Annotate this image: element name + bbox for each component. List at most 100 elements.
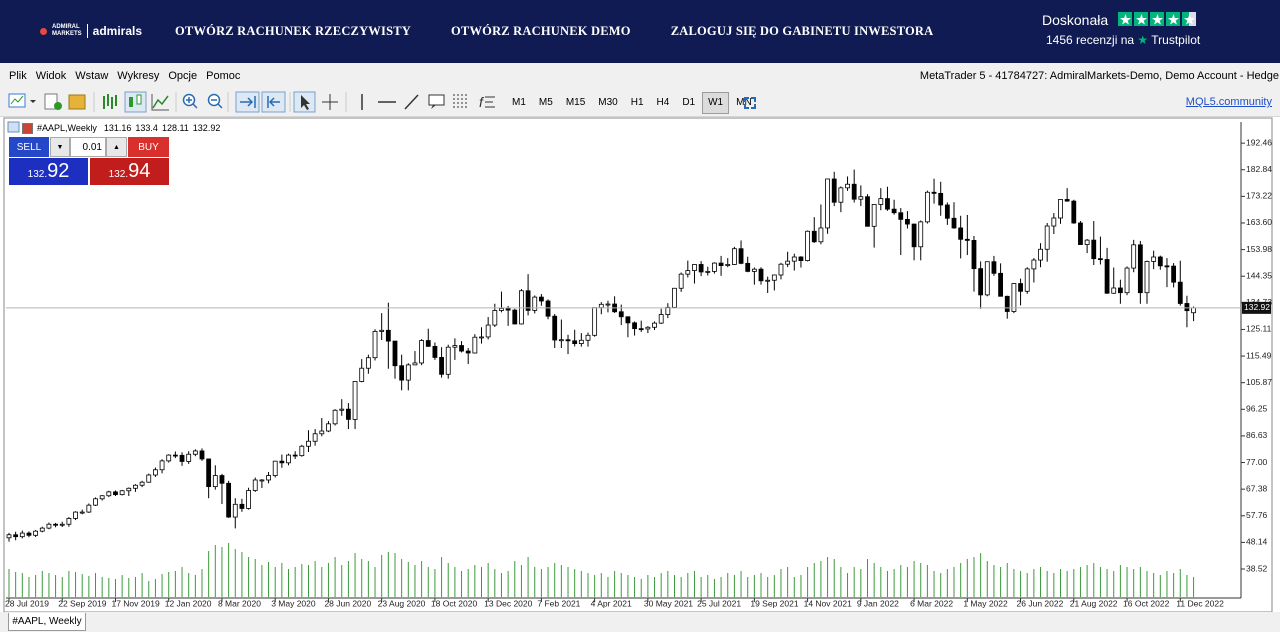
x-tick-label: 4 Apr 2021 xyxy=(591,598,632,608)
objects-icon[interactable]: f xyxy=(479,94,495,110)
candle-body xyxy=(858,196,864,200)
candle-body xyxy=(199,450,205,460)
logo[interactable]: ADMIRAL MARKETS admirals xyxy=(40,24,142,38)
candle-body xyxy=(745,262,751,272)
candle-body xyxy=(751,268,757,272)
timeframe-button[interactable]: M5 xyxy=(538,97,553,108)
candle-body xyxy=(485,324,491,338)
timeframe-button[interactable]: D1 xyxy=(682,97,696,108)
menu-item[interactable]: Wstaw xyxy=(75,70,109,82)
sell-button[interactable]: SELL xyxy=(9,137,49,157)
y-tick-label: 96.25 xyxy=(1246,404,1268,414)
candle-body xyxy=(1031,259,1037,270)
profiles-icon[interactable] xyxy=(44,93,62,110)
autoscroll-icon[interactable] xyxy=(235,91,260,113)
candle-body xyxy=(212,475,218,488)
bar-chart-icon[interactable] xyxy=(103,94,117,109)
reviews[interactable]: 1456 recenzji na ★ Trustpilot xyxy=(1046,33,1200,47)
y-tick-label: 182.84 xyxy=(1246,164,1272,174)
mql5-link[interactable]: MQL5.community xyxy=(1185,96,1272,108)
timeframe-button[interactable]: H1 xyxy=(630,97,644,108)
candle-body xyxy=(1184,303,1190,312)
trendline-icon[interactable] xyxy=(404,94,419,110)
candle-body xyxy=(172,454,178,457)
y-tick-label: 125.11 xyxy=(1246,324,1272,334)
candle-body xyxy=(851,183,857,200)
trustpilot: Trustpilot xyxy=(1151,33,1201,47)
candle-body xyxy=(712,262,717,272)
candle-body xyxy=(565,339,571,342)
crosshair-icon[interactable] xyxy=(322,94,338,110)
candle-body xyxy=(505,308,511,311)
x-tick-label: 17 Nov 2019 xyxy=(111,598,159,608)
menu-item[interactable]: Pomoc xyxy=(206,70,241,82)
candle-body xyxy=(818,227,824,243)
candle-body xyxy=(432,345,438,358)
candle-body xyxy=(399,365,405,381)
x-tick-label: 6 Mar 2022 xyxy=(910,598,953,608)
candle-body xyxy=(1137,244,1143,294)
bid-price[interactable]: 132. 92 xyxy=(9,158,88,185)
candle-body xyxy=(825,178,830,229)
candle-body xyxy=(1038,248,1043,261)
candle-body xyxy=(865,196,870,227)
menu-item[interactable]: Wykresy xyxy=(117,70,160,82)
timeframe-button[interactable]: MN xyxy=(736,97,752,108)
logo-brand: admirals xyxy=(92,24,143,38)
timeframe-button[interactable]: M30 xyxy=(598,97,618,108)
candle-body xyxy=(545,300,551,317)
candle-body xyxy=(392,340,398,367)
lot-down[interactable]: ▼ xyxy=(50,137,70,157)
chart-tab[interactable]: #AAPL, Weekly xyxy=(8,613,86,631)
candle-body xyxy=(19,532,25,538)
lot-size[interactable]: 0.01 xyxy=(70,137,106,157)
line-chart-icon[interactable] xyxy=(151,94,169,111)
banner-link[interactable]: ZALOGUJ SIĘ DO GABINETU INWESTORA xyxy=(670,24,934,38)
candle-body xyxy=(964,238,970,241)
chart-shift-icon[interactable] xyxy=(261,91,286,113)
candle-body xyxy=(618,311,624,318)
candle-body xyxy=(113,491,118,496)
candle-body xyxy=(878,198,884,205)
candle-body xyxy=(279,460,285,464)
timeframe-button[interactable]: W1 xyxy=(702,92,730,114)
ask-price[interactable]: 132. 94 xyxy=(90,158,169,185)
text-icon[interactable] xyxy=(428,94,445,109)
timeframe-button[interactable]: H4 xyxy=(656,97,670,108)
candle-body xyxy=(133,484,138,489)
banner-link[interactable]: OTWÓRZ RACHUNEK DEMO xyxy=(451,24,631,38)
cursor-icon[interactable] xyxy=(293,91,316,113)
banner-link[interactable]: OTWÓRZ RACHUNEK RZECZYWISTY xyxy=(175,24,411,38)
menu-item[interactable]: Opcje xyxy=(168,70,198,82)
candle-body xyxy=(312,433,318,442)
lot-up[interactable]: ▲ xyxy=(106,137,127,157)
candle-body xyxy=(166,454,172,462)
timeframe-button[interactable]: M1 xyxy=(512,97,526,108)
x-tick-label: 18 Oct 2020 xyxy=(431,598,478,608)
candle-chart-icon[interactable] xyxy=(124,91,147,113)
candle-body xyxy=(419,340,425,364)
candle-body xyxy=(1024,268,1030,292)
timeframe-button[interactable]: M15 xyxy=(565,97,586,108)
chart-frame xyxy=(3,117,1273,612)
candle-body xyxy=(139,481,145,486)
buy-button[interactable]: BUY xyxy=(128,137,169,157)
candle-body xyxy=(1004,295,1010,312)
candle-body xyxy=(944,204,950,219)
fullscreen-icon[interactable] xyxy=(743,96,757,110)
templates-icon[interactable] xyxy=(68,94,86,110)
candle-body xyxy=(652,322,657,328)
candle-body xyxy=(765,279,771,282)
zoom-out-icon[interactable] xyxy=(207,93,223,109)
new-chart-icon[interactable] xyxy=(8,93,36,108)
zoom-in-icon[interactable] xyxy=(182,93,198,109)
candle-body xyxy=(479,336,484,339)
menu-item[interactable]: Plik xyxy=(9,70,27,82)
candle-body xyxy=(259,479,265,482)
candle-body xyxy=(332,409,338,425)
logo-dot xyxy=(40,27,47,35)
menu-item[interactable]: Widok xyxy=(35,70,67,82)
candle-body xyxy=(319,430,325,435)
candle-body xyxy=(978,268,984,296)
